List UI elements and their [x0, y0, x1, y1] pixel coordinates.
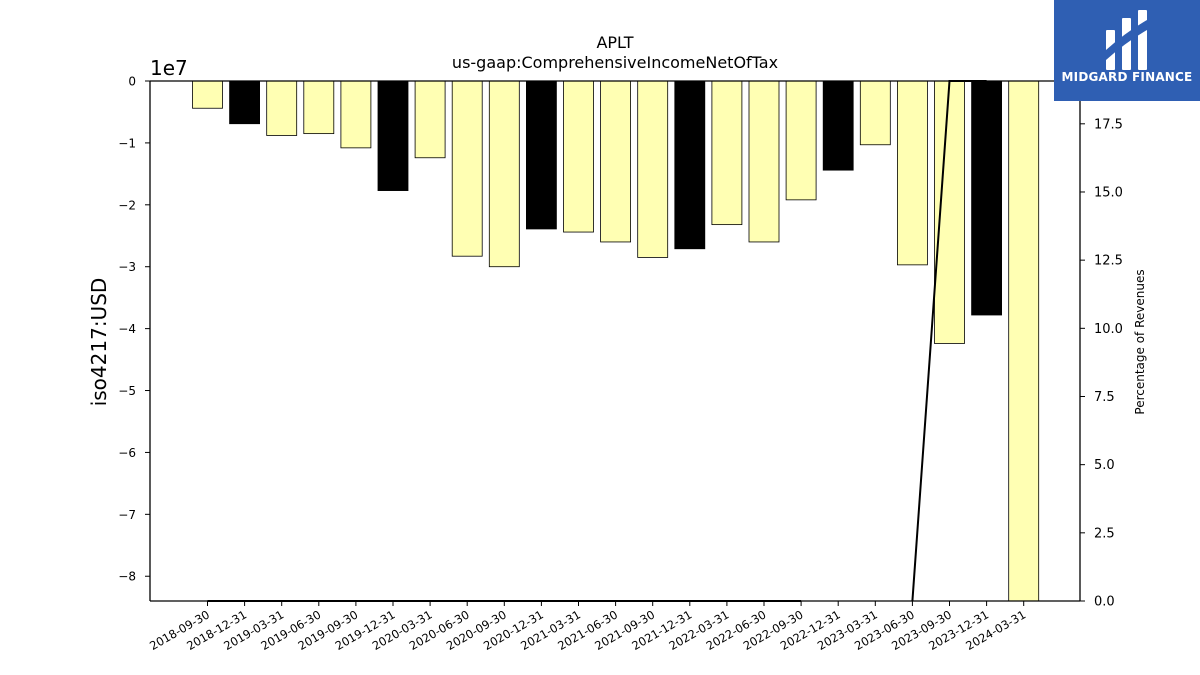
y-tick-label: −2: [118, 198, 136, 212]
bar-2019-12-31: [377, 80, 409, 191]
y2-tick-label: 5.0: [1094, 458, 1115, 473]
y-offset-label: 1e7: [150, 56, 188, 80]
bars: [192, 80, 1040, 602]
y-tick-label: −3: [118, 260, 136, 274]
bar-2019-06-30: [303, 80, 335, 135]
chart-title: APLT: [596, 33, 633, 52]
bar-2020-09-30: [488, 80, 520, 268]
bar-2019-09-30: [340, 80, 372, 149]
axes: [149, 80, 1081, 602]
y2-tick-label: 2.5: [1094, 526, 1115, 541]
y2-tick-label: 15.0: [1094, 185, 1123, 200]
bar-2019-03-31: [266, 80, 298, 136]
bar-2023-09-30: [934, 80, 965, 344]
y2-tick-label: 0.0: [1094, 595, 1115, 610]
bar-2022-12-31: [822, 80, 854, 171]
bar-2023-06-30: [897, 80, 928, 266]
bar-2022-03-31: [711, 80, 743, 226]
bar-2021-03-31: [563, 80, 594, 233]
bar-2021-09-30: [637, 80, 669, 258]
bar-2020-03-31: [414, 80, 446, 159]
bar-2022-06-30: [748, 80, 780, 243]
percentage-line: [207, 80, 987, 602]
bar-2022-09-30: [785, 80, 817, 201]
y-axis-label: iso4217:USD: [87, 278, 111, 407]
y-tick-label: −4: [118, 322, 136, 336]
y-tick-label: −5: [118, 384, 136, 398]
brand-mark-icon: [1106, 10, 1147, 70]
y-tick-label: −1: [118, 136, 136, 150]
y2-tick-label: 10.0: [1094, 322, 1123, 337]
y2-ticks: 0.0 2.5 5.0 7.5 10.0 12.5 15.0 17.5: [1080, 117, 1123, 610]
y-ticks: 0 −1 −2 −3 −4 −5 −6 −7 −8: [118, 75, 150, 584]
bar-2020-06-30: [451, 80, 483, 257]
bar-2023-12-31: [971, 80, 1002, 316]
y2-axis-label: Percentage of Revenues: [1133, 269, 1147, 414]
brand-logo: MIDGARD FINANCE: [1054, 0, 1200, 101]
y2-tick-label: 7.5: [1094, 390, 1115, 405]
bar-2018-09-30: [192, 80, 223, 109]
y-tick-label: 0: [128, 75, 136, 89]
bar-2020-12-31: [526, 80, 557, 230]
bar-2023-03-31: [859, 80, 891, 146]
y2-tick-label: 12.5: [1094, 254, 1123, 269]
y2-tick-label: 17.5: [1094, 117, 1123, 132]
y-tick-label: −7: [118, 508, 136, 522]
bar-2021-06-30: [600, 80, 631, 243]
x-ticks: 2018-09-302018-12-312019-03-312019-06-30…: [147, 601, 1028, 653]
y-tick-label: −6: [118, 446, 136, 460]
bar-2018-12-31: [229, 80, 261, 125]
y-tick-label: −8: [118, 570, 136, 584]
bar-2024-03-31: [1008, 80, 1040, 602]
bar-2021-12-31: [674, 80, 706, 250]
chart-subtitle: us-gaap:ComprehensiveIncomeNetOfTax: [452, 53, 778, 72]
brand-name: MIDGARD FINANCE: [1061, 70, 1193, 84]
